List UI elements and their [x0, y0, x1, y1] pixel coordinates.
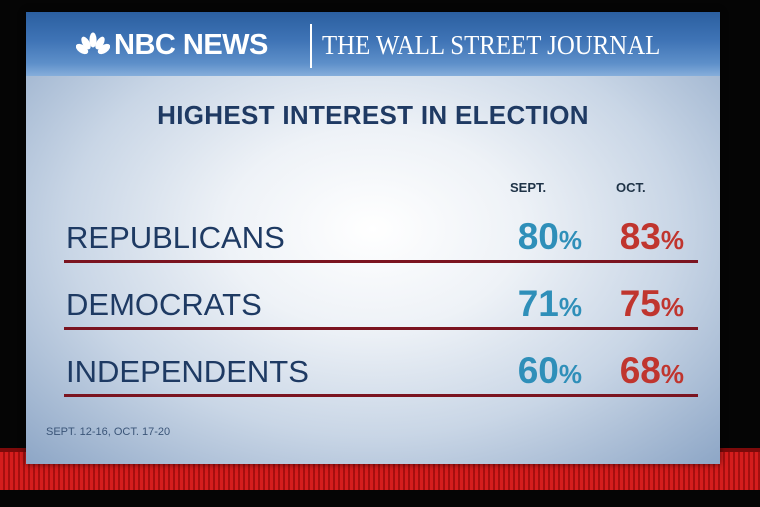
column-header-oct: OCT.	[616, 180, 646, 195]
logo-divider	[310, 24, 312, 68]
sept-value: 80%	[518, 216, 582, 261]
row-divider	[64, 394, 698, 397]
table-row-democrats: DEMOCRATS 71% 75%	[26, 283, 720, 345]
percent-sign: %	[558, 359, 582, 389]
row-label: REPUBLICANS	[66, 220, 285, 255]
percent-sign: %	[660, 292, 684, 322]
row-label: INDEPENDENTS	[66, 354, 309, 389]
oct-number: 83	[619, 216, 661, 257]
sept-number: 80	[517, 216, 559, 257]
graphic-panel: NBC NEWS THE WALL STREET JOURNAL HIGHEST…	[26, 12, 720, 464]
wsj-logo: THE WALL STREET JOURNAL	[322, 30, 661, 60]
oct-value: 68%	[620, 350, 684, 395]
chart-title: HIGHEST INTEREST IN ELECTION	[157, 100, 589, 130]
row-label: DEMOCRATS	[66, 287, 262, 322]
column-header-sept: SEPT.	[510, 180, 547, 195]
peacock-icon	[76, 32, 110, 55]
header-bar: NBC NEWS THE WALL STREET JOURNAL	[26, 12, 720, 76]
row-divider	[64, 327, 698, 330]
percent-sign: %	[660, 359, 684, 389]
oct-number: 75	[619, 283, 661, 324]
percent-sign: %	[558, 292, 582, 322]
oct-value: 75%	[620, 283, 684, 328]
percent-sign: %	[558, 225, 582, 255]
table-row-republicans: REPUBLICANS 80% 83%	[26, 216, 720, 278]
sept-value: 60%	[518, 350, 582, 395]
percent-sign: %	[660, 225, 684, 255]
sept-number: 60	[517, 350, 559, 391]
oct-value: 83%	[620, 216, 684, 261]
sept-value: 71%	[518, 283, 582, 328]
sept-number: 71	[517, 283, 559, 324]
nbc-news-logo: NBC NEWS	[114, 29, 268, 61]
survey-dates-footnote: SEPT. 12-16, OCT. 17-20	[46, 426, 171, 438]
table-row-independents: INDEPENDENTS 60% 68%	[26, 350, 720, 412]
row-divider	[64, 260, 698, 263]
oct-number: 68	[619, 350, 661, 391]
